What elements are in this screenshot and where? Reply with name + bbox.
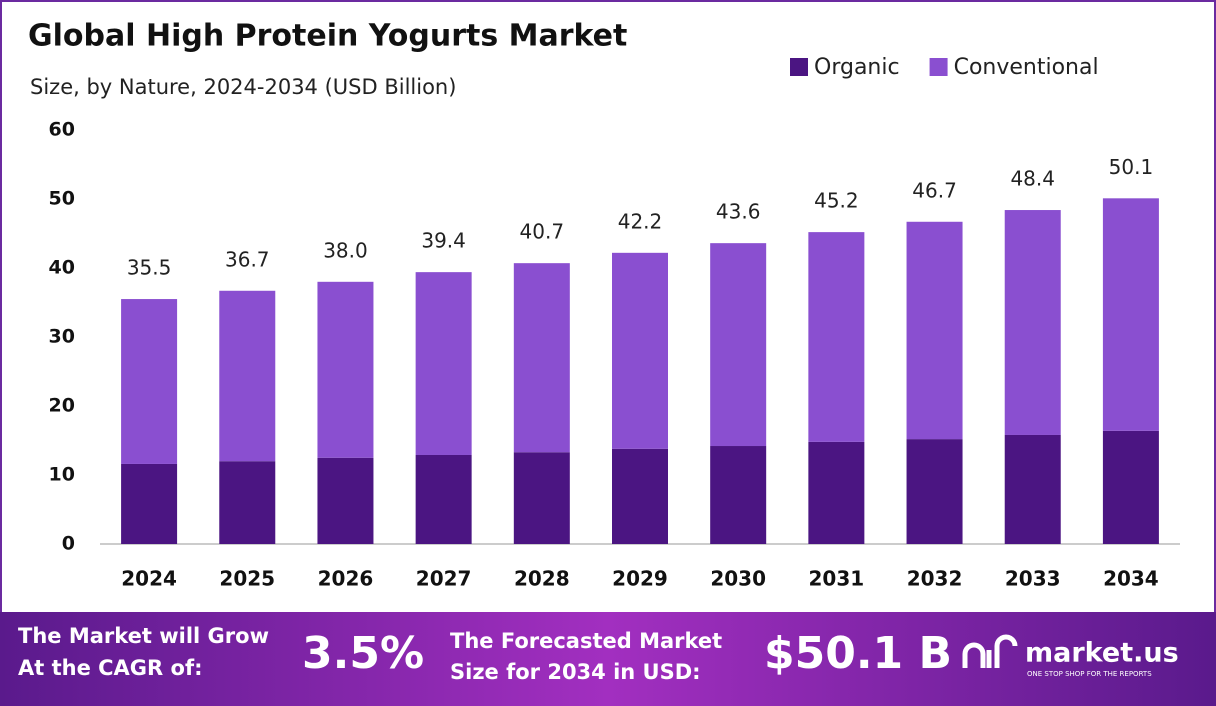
bar-segment bbox=[612, 448, 668, 544]
bar-segment bbox=[1004, 210, 1061, 435]
brand: market.us bbox=[1025, 638, 1179, 669]
forecast-value: $50.1 B bbox=[764, 628, 952, 679]
bar-segment bbox=[219, 290, 276, 462]
bar-segment bbox=[808, 232, 865, 442]
bar-segment bbox=[219, 461, 276, 544]
bar-segment bbox=[808, 441, 865, 544]
cagr-text: The Market will Grow bbox=[18, 624, 269, 648]
bar-segment bbox=[317, 457, 374, 544]
x-tick-label: 2033 bbox=[1005, 567, 1061, 591]
y-tick-label: 20 bbox=[49, 395, 75, 417]
brand-tagline: ONE STOP SHOP FOR THE REPORTS bbox=[1027, 670, 1152, 678]
bar-segment bbox=[415, 454, 472, 544]
cagr-value: 3.5% bbox=[302, 628, 424, 679]
x-tick-label: 2027 bbox=[416, 567, 472, 591]
brand-logo bbox=[962, 634, 1018, 668]
bar-segment bbox=[317, 281, 374, 458]
y-tick-label: 30 bbox=[49, 326, 75, 348]
bar-segment bbox=[1004, 434, 1061, 544]
bar-segment bbox=[121, 299, 178, 464]
bar-segment bbox=[906, 439, 963, 544]
cagr-text: At the CAGR of: bbox=[18, 656, 203, 680]
x-tick-label: 2031 bbox=[809, 567, 865, 591]
chart-title: Global High Protein Yogurts Market bbox=[28, 19, 627, 54]
x-tick-label: 2024 bbox=[121, 567, 177, 591]
y-tick-label: 40 bbox=[49, 257, 75, 279]
total-label: 38.0 bbox=[323, 238, 368, 262]
total-label: 45.2 bbox=[814, 189, 859, 213]
x-tick-label: 2029 bbox=[612, 567, 668, 591]
bar-segment bbox=[612, 252, 668, 449]
total-label: 40.7 bbox=[520, 220, 565, 244]
x-tick-label: 2026 bbox=[318, 567, 374, 591]
y-tick-label: 50 bbox=[49, 188, 75, 210]
legend-label: Organic bbox=[814, 55, 900, 80]
forecast-text: Size for 2034 in USD: bbox=[450, 660, 701, 684]
bar-segment bbox=[710, 243, 767, 447]
total-label: 39.4 bbox=[421, 229, 466, 253]
legend-swatch bbox=[929, 58, 948, 76]
bar-segment bbox=[1102, 430, 1159, 544]
bar-segment bbox=[513, 263, 570, 453]
total-label: 35.5 bbox=[127, 256, 172, 280]
total-label: 43.6 bbox=[716, 200, 761, 224]
footer-band bbox=[0, 612, 1216, 706]
x-tick-label: 2028 bbox=[514, 567, 570, 591]
y-tick-label: 10 bbox=[49, 464, 75, 486]
bar-segment bbox=[415, 272, 472, 455]
y-tick-label: 0 bbox=[62, 533, 75, 555]
total-label: 50.1 bbox=[1109, 155, 1154, 179]
chart-subtitle: Size, by Nature, 2024-2034 (USD Billion) bbox=[30, 75, 456, 99]
x-tick-label: 2030 bbox=[710, 567, 766, 591]
total-label: 36.7 bbox=[225, 247, 270, 271]
bar-segment bbox=[121, 463, 178, 544]
bar-segment bbox=[513, 452, 570, 544]
y-tick-label: 60 bbox=[49, 119, 75, 141]
legend-swatch bbox=[790, 58, 808, 76]
bar-segment bbox=[1102, 198, 1159, 431]
legend-label: Conventional bbox=[954, 55, 1099, 80]
x-tick-label: 2034 bbox=[1103, 567, 1159, 591]
x-tick-label: 2032 bbox=[907, 567, 963, 591]
total-label: 48.4 bbox=[1010, 167, 1055, 191]
bar-segment bbox=[710, 446, 767, 544]
total-label: 42.2 bbox=[618, 209, 663, 233]
x-tick-label: 2025 bbox=[219, 567, 275, 591]
total-label: 46.7 bbox=[912, 178, 957, 202]
bar-segment bbox=[906, 221, 963, 440]
forecast-text: The Forecasted Market bbox=[450, 629, 722, 653]
